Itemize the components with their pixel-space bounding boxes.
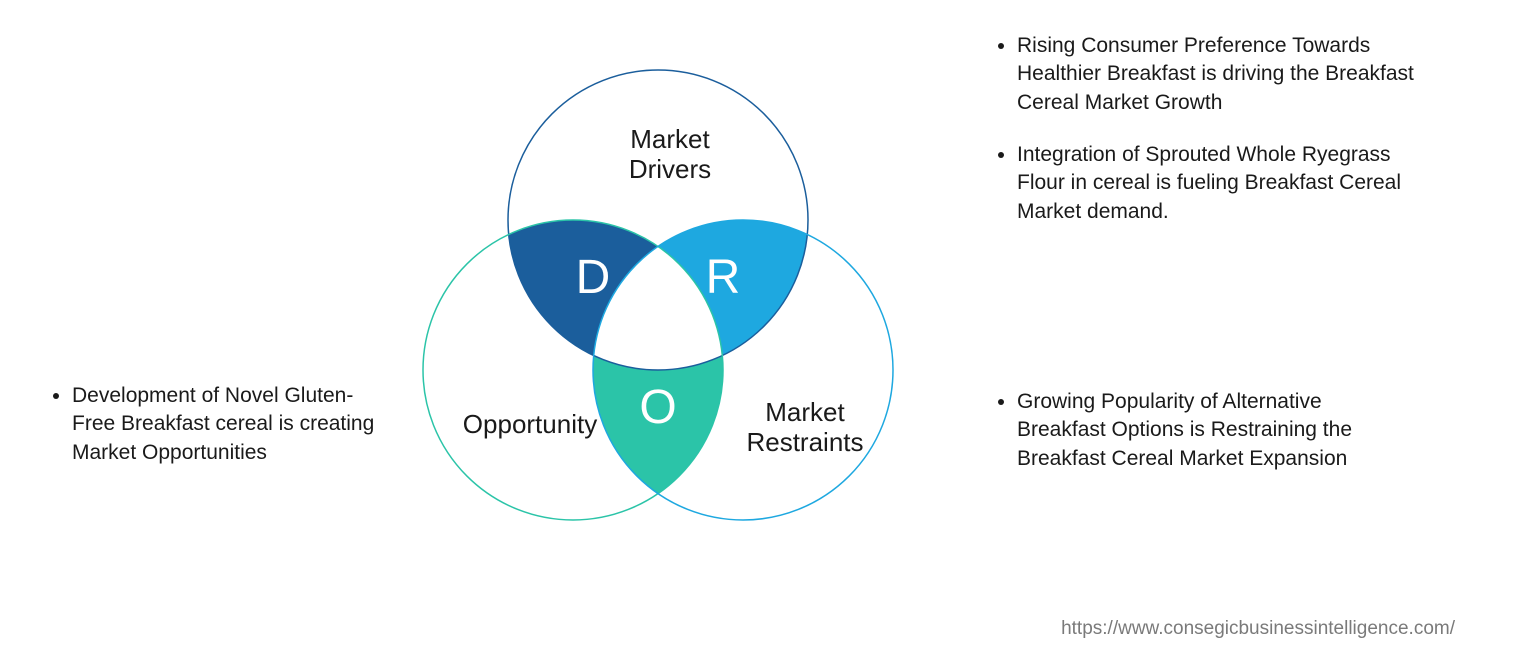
venn-label-drivers: Market Drivers (585, 125, 755, 185)
restraints-bullets: Growing Popularity of Alternative Breakf… (995, 388, 1415, 497)
venn-label-opportunity: Opportunity (435, 410, 625, 440)
diagram-stage: Market Drivers Opportunity Market Restra… (0, 0, 1515, 660)
list-item: Development of Novel Gluten-Free Breakfa… (72, 382, 380, 467)
venn-letter-R: R (693, 250, 753, 305)
venn-letter-O: O (628, 380, 688, 435)
list-item: Growing Popularity of Alternative Breakf… (1017, 388, 1415, 473)
list-item: Rising Consumer Preference Towards Healt… (1017, 32, 1415, 117)
venn-svg (375, 30, 935, 590)
venn-letter-D: D (563, 250, 623, 305)
drivers-bullets: Rising Consumer Preference Towards Healt… (995, 32, 1415, 250)
venn-diagram: Market Drivers Opportunity Market Restra… (375, 30, 935, 590)
list-item: Integration of Sprouted Whole Ryegrass F… (1017, 141, 1415, 226)
opportunity-bullets: Development of Novel Gluten-Free Breakfa… (50, 382, 380, 491)
source-url: https://www.consegicbusinessintelligence… (1061, 618, 1455, 640)
venn-label-restraints: Market Restraints (715, 398, 895, 458)
